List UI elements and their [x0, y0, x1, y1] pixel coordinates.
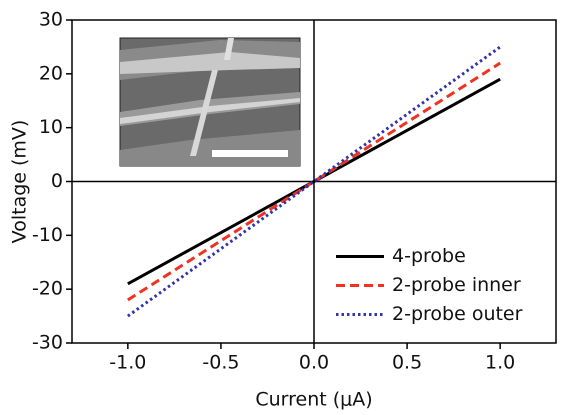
y-tick-label: 0: [51, 170, 63, 192]
y-tick-label: 10: [39, 116, 63, 138]
legend-label: 2-probe inner: [392, 274, 521, 296]
inset-image: [119, 37, 301, 167]
series-line: [127, 77, 501, 286]
y-tick-label: 20: [39, 62, 63, 84]
x-axis-label: Current (μA): [255, 389, 372, 411]
y-axis-label: Voltage (mV): [9, 120, 31, 244]
y-tick-label: -10: [32, 224, 63, 246]
x-tick-label: -0.5: [202, 352, 239, 374]
series-line: [127, 61, 501, 302]
legend-label: 4-probe: [392, 245, 466, 267]
legend-label: 2-probe outer: [392, 303, 523, 325]
x-tick-label: 0.0: [299, 352, 329, 374]
x-tick-label: -1.0: [109, 352, 146, 374]
y-tick-label: -20: [32, 278, 63, 300]
x-tick-label: 1.0: [485, 352, 515, 374]
y-tick-label: -30: [32, 332, 63, 354]
x-tick-label: 0.5: [392, 352, 422, 374]
y-tick-label: 30: [39, 9, 63, 31]
